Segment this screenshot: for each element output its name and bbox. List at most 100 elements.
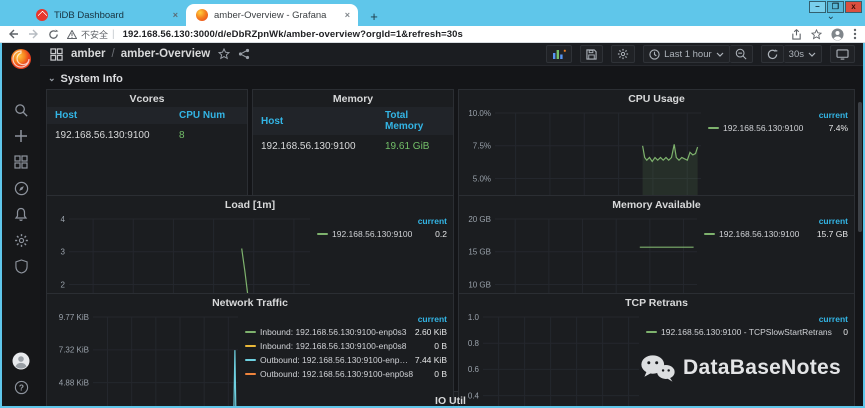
sidebar-configuration-icon[interactable] [6,227,36,253]
svg-text:20 GB: 20 GB [468,215,491,224]
panel-title[interactable]: Network Traffic [212,297,288,309]
sidebar-server-admin-icon[interactable] [6,253,36,279]
svg-text:10 GB: 10 GB [468,280,491,289]
legend-swatch-icon [245,331,256,333]
svg-text:7.32 KiB: 7.32 KiB [59,346,89,355]
watermark: DataBaseNotes [640,354,841,382]
panel-io-util[interactable]: IO Util [46,391,855,406]
browser-menu-icon[interactable] [853,28,857,40]
tcp-retrans-legend[interactable]: current 192.168.56.130:9100 - TCPSlowStar… [644,311,852,406]
browser-tab-bar: TiDB Dashboard × amber-Overview - Grafan… [0,0,865,26]
load-legend[interactable]: current 192.168.56.130:9100 0.2 [315,213,451,363]
svg-text:5.0%: 5.0% [473,174,491,183]
profile-avatar-icon[interactable] [831,27,844,41]
share-dashboard-icon[interactable] [238,48,250,60]
legend-item[interactable]: Outbound: 192.168.56.130:9100-enp0s8 0 B [245,369,447,379]
legend-item[interactable]: 192.168.56.130:9100 - TCPSlowStartRetran… [646,327,848,337]
add-panel-button[interactable] [546,45,573,63]
site-security-chip[interactable]: 不安全 | [67,28,115,41]
row-collapse-chevron-icon: ⌄ [48,73,56,83]
new-tab-button[interactable]: + [370,8,378,24]
panel-title[interactable]: Vcores [129,93,165,105]
sidebar-search-icon[interactable] [6,97,36,123]
breadcrumb-folder[interactable]: amber [71,48,106,60]
network-traffic-legend[interactable]: current Inbound: 192.168.56.130:9100-enp0… [243,311,451,406]
sidebar-dashboards-icon[interactable] [6,149,36,175]
table-column-header[interactable]: CPU Num [171,107,247,124]
legend-item[interactable]: 192.168.56.130:9100 0.2 [317,229,447,239]
tab-close-icon[interactable]: × [344,10,350,20]
bookmark-star-icon[interactable] [811,28,822,40]
tcp-retrans-chart[interactable]: 12:3012:4012:5013:0013:1013:2000.20.40.6… [461,311,644,406]
legend-item[interactable]: 192.168.56.130:9100 7.4% [708,123,848,133]
sidebar-explore-icon[interactable] [6,175,36,201]
panel-tcp-retrans[interactable]: TCP Retrans 12:3012:4012:5013:0013:1013:… [458,293,855,406]
legend-item[interactable]: Inbound: 192.168.56.130:9100-enp0s8 0 B [245,341,447,351]
svg-text:0.4: 0.4 [468,391,480,400]
panel-title[interactable]: CPU Usage [628,93,685,105]
panel-title[interactable]: Load [1m] [224,199,276,211]
tab-grafana-active[interactable]: amber-Overview - Grafana × [186,4,358,26]
window-close-button[interactable]: x [845,1,862,13]
svg-text:?: ? [18,382,23,392]
cycle-view-mode-button[interactable] [830,45,855,63]
panel-title[interactable]: Memory Available [612,199,701,211]
dashboard-scrollbar[interactable] [858,102,862,232]
grafana-sidebar: ? [2,43,40,406]
panel-title[interactable]: IO Util [435,395,466,406]
dashboard-body: ⌄ System Info Vcores Host CPU Num 192.168.… [40,66,863,406]
window-maximize-button[interactable]: ❐ [827,1,844,13]
sidebar-user-avatar[interactable] [6,348,36,374]
svg-text:3: 3 [61,248,66,257]
time-range-picker[interactable]: Last 1 hour [643,45,730,63]
tab-close-icon[interactable]: × [172,10,178,20]
legend-current-header: current [818,314,848,324]
table-row: 192.168.56.130:9100 19.61 GiB [261,141,430,152]
watermark-text: DataBaseNotes [683,356,841,379]
sidebar-help-icon[interactable]: ? [6,374,36,400]
back-icon[interactable] [8,29,19,39]
forward-icon[interactable] [28,29,39,39]
legend-item[interactable]: Inbound: 192.168.56.130:9100-enp0s3 2.60 … [245,327,447,337]
legend-item[interactable]: 192.168.56.130:9100 15.7 GB [704,229,848,239]
memory-table: Host Total Memory 192.168.56.130:9100 19.61… [253,107,453,154]
cpu-legend[interactable]: current 192.168.56.130:9100 7.4% [706,107,852,257]
svg-text:4: 4 [61,215,66,224]
tab-search-chevron-icon[interactable]: ⌄ [826,11,835,22]
zoom-out-time-button[interactable] [729,45,753,63]
dashboard-grid-icon [50,47,63,61]
grafana-logo-icon[interactable] [9,47,33,71]
reload-icon[interactable] [48,29,59,40]
share-page-icon[interactable] [791,28,802,40]
tab-title: TiDB Dashboard [54,9,124,21]
panel-network-traffic[interactable]: Network Traffic 12:3012:4012:5013:0013:1… [46,293,454,406]
table-column-header[interactable]: Host [47,107,171,124]
svg-text:1.0: 1.0 [468,313,480,322]
warning-triangle-icon [67,29,77,39]
table-column-header[interactable]: Host [253,107,377,135]
dashboard-settings-button[interactable] [611,45,636,63]
row-title: System Info [60,72,123,85]
panel-title[interactable]: Memory [332,93,374,105]
legend-current-header: current [417,314,447,324]
window-minimize-button[interactable]: – [809,1,826,13]
sidebar-alerting-icon[interactable] [6,201,36,227]
star-dashboard-icon[interactable] [218,48,231,60]
memory-available-legend[interactable]: current 192.168.56.130:9100 15.7 GB [702,213,852,363]
refresh-interval-picker[interactable]: 30s [783,45,822,63]
time-range-label: Last 1 hour [664,48,712,60]
row-system-info[interactable]: ⌄ System Info [48,70,855,87]
breadcrumb-dashboard[interactable]: amber-Overview [120,48,211,60]
save-dashboard-button[interactable] [580,45,604,63]
chevron-down-icon [716,52,724,57]
tab-tidb-dashboard[interactable]: TiDB Dashboard × [26,4,186,26]
network-traffic-chart[interactable]: 12:3012:4012:5013:0013:1013:200 B2.44 Ki… [49,311,243,406]
panel-title[interactable]: TCP Retrans [625,297,688,309]
grafana-app: ? amber / amber-Overview [2,43,863,406]
sidebar-create-icon[interactable] [6,123,36,149]
refresh-dashboard-button[interactable] [760,45,784,63]
url-text[interactable]: 192.168.56.130:3000/d/eDbRZpnWk/amber-ov… [122,28,463,40]
legend-item[interactable]: Outbound: 192.168.56.130:9100-enp0s3 7.44… [245,355,447,365]
breadcrumb[interactable]: amber / amber-Overview [71,48,210,60]
table-column-header[interactable]: Total Memory [377,107,453,135]
